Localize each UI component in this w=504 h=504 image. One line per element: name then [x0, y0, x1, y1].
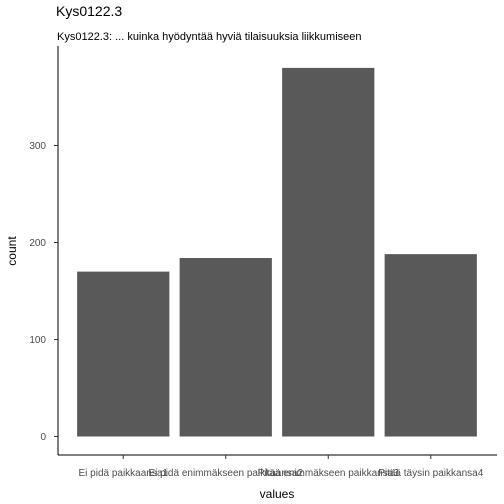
bar-1 — [77, 271, 170, 437]
x-axis-title: values — [260, 487, 295, 501]
y-tick-label: 100 — [29, 335, 46, 346]
x-tick-label: Pitää täysin paikkansa4 — [378, 468, 484, 479]
chart-title: Kys0122.3 — [56, 3, 123, 19]
bar-3 — [282, 67, 375, 437]
chart-subtitle: Kys0122.3: ... kuinka hyödyntää hyviä ti… — [57, 31, 362, 43]
y-axis-title: count — [5, 236, 19, 266]
x-tick-label: Pitää enimmäkseen paikkansa3 — [258, 468, 400, 479]
bar-2 — [179, 258, 272, 437]
x-tick-label: Ei pidä paikkaansa1 — [78, 468, 168, 479]
bars — [77, 67, 477, 437]
y-tick-label: 300 — [29, 141, 46, 152]
axes — [57, 46, 497, 456]
y-ticks: 0 100 200 300 — [29, 141, 58, 443]
bar-4 — [384, 254, 477, 437]
x-tick-label: Ei pidä enimmäkseen paikkaansa2 — [148, 468, 303, 479]
y-tick-label: 0 — [40, 432, 46, 443]
y-tick-label: 200 — [29, 238, 46, 249]
